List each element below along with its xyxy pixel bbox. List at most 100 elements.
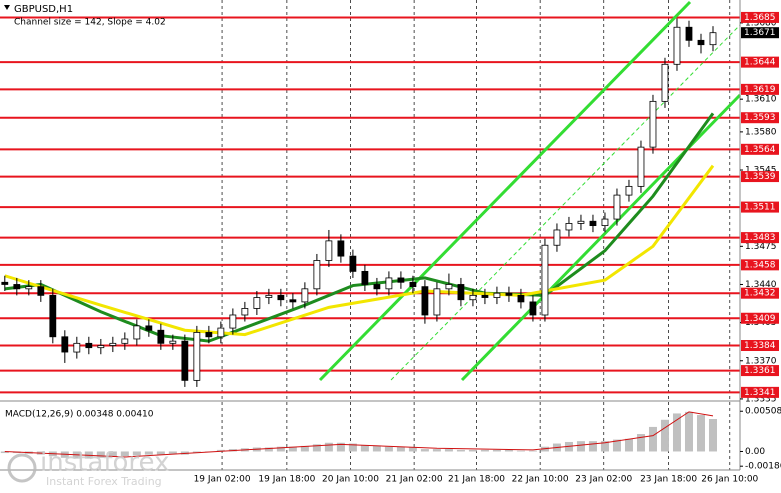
macd-bar: [108, 451, 117, 458]
watermark: instaforex Instant Forex Trading: [7, 448, 169, 488]
macd-bar: [624, 438, 633, 452]
candle-body: [301, 288, 309, 303]
level-label-bg: [741, 56, 779, 68]
macd-bar: [420, 449, 429, 452]
macd-signal: [4, 411, 714, 458]
macd-bar: [660, 419, 669, 452]
macd-bar: [504, 449, 513, 452]
candle-body: [145, 325, 153, 331]
candle-body: [1, 281, 9, 285]
candle-body: [277, 294, 285, 301]
macd-bar: [408, 447, 417, 452]
y-tick-label: 1.3545: [745, 166, 777, 176]
level-label-bg: [741, 143, 779, 155]
moving-averages: [4, 112, 715, 343]
level-label-bg: [741, 112, 779, 124]
macd-bar: [444, 449, 453, 452]
x-tick-label: 19 Jan 18:00: [258, 475, 315, 485]
tagline: Instant Forex Trading: [46, 475, 162, 488]
x-tick-label: 20 Jan 10:00: [322, 475, 379, 485]
macd-bar: [648, 426, 657, 452]
macd-bar: [168, 451, 177, 454]
macd-bar: [384, 446, 393, 452]
candle-body: [385, 277, 393, 290]
macd-panel: [0, 411, 717, 459]
x-tick-label: 23 Jan 18:00: [640, 475, 697, 485]
x-tick-label: 21 Jan 18:00: [448, 475, 505, 485]
moving-average: [4, 164, 715, 337]
macd-bar: [576, 441, 585, 452]
level-label-bg: [741, 171, 779, 183]
candle-body: [445, 284, 453, 290]
macd-tick-label: 0.00: [745, 447, 765, 457]
candle-body: [229, 314, 237, 329]
macd-tick-label: -0.00186: [745, 462, 781, 472]
candle-body: [169, 340, 177, 344]
macd-title: MACD(12,26,9) 0.00348 0.00410: [5, 410, 154, 420]
candle-body: [49, 294, 57, 338]
macd-bar: [636, 434, 645, 452]
candle-body: [433, 288, 441, 316]
candle-body: [409, 281, 417, 288]
macd-bar: [348, 443, 357, 452]
level-label: 1.3361: [744, 366, 776, 376]
candle-body: [349, 255, 357, 272]
level-label: 1.3644: [744, 58, 776, 68]
macd-bar: [96, 451, 105, 458]
candle-body: [637, 146, 645, 187]
x-tick-label: 21 Jan 02:00: [386, 475, 443, 485]
x-tick-label: 22 Jan 10:00: [512, 475, 569, 485]
y-tick-label: 1.3610: [745, 95, 777, 105]
moving-average: [4, 112, 715, 343]
channel-middle: [390, 24, 741, 381]
macd-bar: [132, 451, 141, 456]
candle-body: [505, 292, 513, 296]
macd-bar: [528, 450, 537, 452]
candle-body: [481, 294, 489, 298]
level-label-bg: [741, 312, 779, 324]
x-tick-label: 26 Jan 10:00: [701, 475, 758, 485]
level-label-bg: [741, 340, 779, 352]
title-arrow: [4, 5, 10, 10]
level-label: 1.3483: [744, 233, 776, 243]
level-label: 1.3409: [744, 314, 776, 324]
y-tick-label: 1.3475: [745, 242, 777, 252]
level-label: 1.3685: [744, 13, 776, 23]
level-label-bg: [741, 259, 779, 271]
level-label-bg: [741, 365, 779, 377]
last-price-bg: [741, 27, 779, 39]
candle-body: [469, 294, 477, 301]
candle-body: [289, 299, 297, 303]
level-label: 1.3341: [744, 388, 776, 398]
candle-body: [601, 218, 609, 227]
macd-bar: [708, 418, 717, 452]
candle-body: [649, 100, 657, 148]
candle-body: [397, 277, 405, 283]
chart-title: GBPUSD,H1: [14, 4, 73, 15]
candle-body: [181, 340, 189, 381]
level-label: 1.3432: [744, 289, 776, 299]
level-label: 1.3384: [744, 341, 776, 351]
level-label-bg: [741, 11, 779, 23]
candle-body: [517, 294, 525, 303]
chart-subtitle: Channel size = 142, Slope = 4.02: [14, 18, 166, 28]
level-label-bg: [741, 287, 779, 299]
brand: instaforex: [40, 448, 169, 478]
candle-body: [313, 260, 321, 290]
candle-body: [121, 338, 129, 344]
level-label: 1.3539: [744, 172, 776, 182]
y-tick-label: 1.3580: [745, 127, 777, 137]
logo-icon: [7, 453, 37, 483]
level-label: 1.3511: [744, 203, 776, 213]
candle-body: [325, 240, 333, 261]
level-label-bg: [741, 232, 779, 244]
last-price-label: 1.3671: [744, 28, 776, 38]
candle-body: [541, 244, 549, 316]
macd-bar: [300, 445, 309, 452]
level-label-bg: [741, 386, 779, 398]
macd-bar: [396, 446, 405, 452]
level-label: 1.3593: [744, 113, 776, 123]
candle-body: [661, 63, 669, 102]
candle-body: [625, 185, 633, 196]
